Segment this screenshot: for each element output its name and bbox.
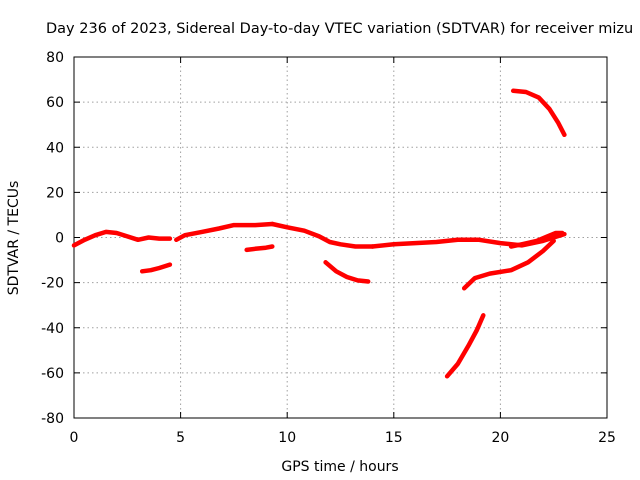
x-tick-label: 10	[278, 430, 296, 446]
y-tick-label: -80	[41, 411, 64, 427]
chart-title: Day 236 of 2023, Sidereal Day-to-day VTE…	[46, 21, 633, 37]
x-axis-label: GPS time / hours	[281, 459, 398, 475]
y-tick-label: 80	[46, 50, 64, 66]
series-track-11	[510, 88, 567, 138]
y-tick-label: 20	[46, 185, 64, 201]
y-axis-label: SDTVAR / TECUs	[6, 181, 22, 296]
x-tick-label: 5	[176, 430, 185, 446]
series-track-1	[71, 229, 173, 248]
y-tick-label: -40	[41, 321, 64, 337]
x-tick-label: 20	[491, 430, 509, 446]
series-track-2	[139, 262, 173, 274]
x-tick-label: 25	[598, 430, 616, 446]
series-track-10	[461, 238, 556, 291]
y-tick-label: -20	[41, 276, 64, 292]
y-tick-label: -60	[41, 366, 64, 382]
x-tick-label: 15	[385, 430, 403, 446]
x-tick-label: 0	[70, 430, 79, 446]
y-tick-label: 40	[46, 140, 64, 156]
axis-ticks: 0 5 10 15 20 25 -80 -60 -40 -20 0 20 40 60 80	[41, 50, 616, 446]
y-tick-label: 0	[55, 231, 64, 247]
series-track-3	[174, 221, 275, 243]
series-track-6	[323, 260, 371, 284]
series-track-5	[270, 221, 375, 249]
series-track-8	[508, 230, 565, 249]
data-series	[71, 88, 567, 379]
series-track-4	[244, 244, 275, 253]
y-tick-label: 60	[46, 95, 64, 111]
series-track-9	[444, 313, 486, 379]
